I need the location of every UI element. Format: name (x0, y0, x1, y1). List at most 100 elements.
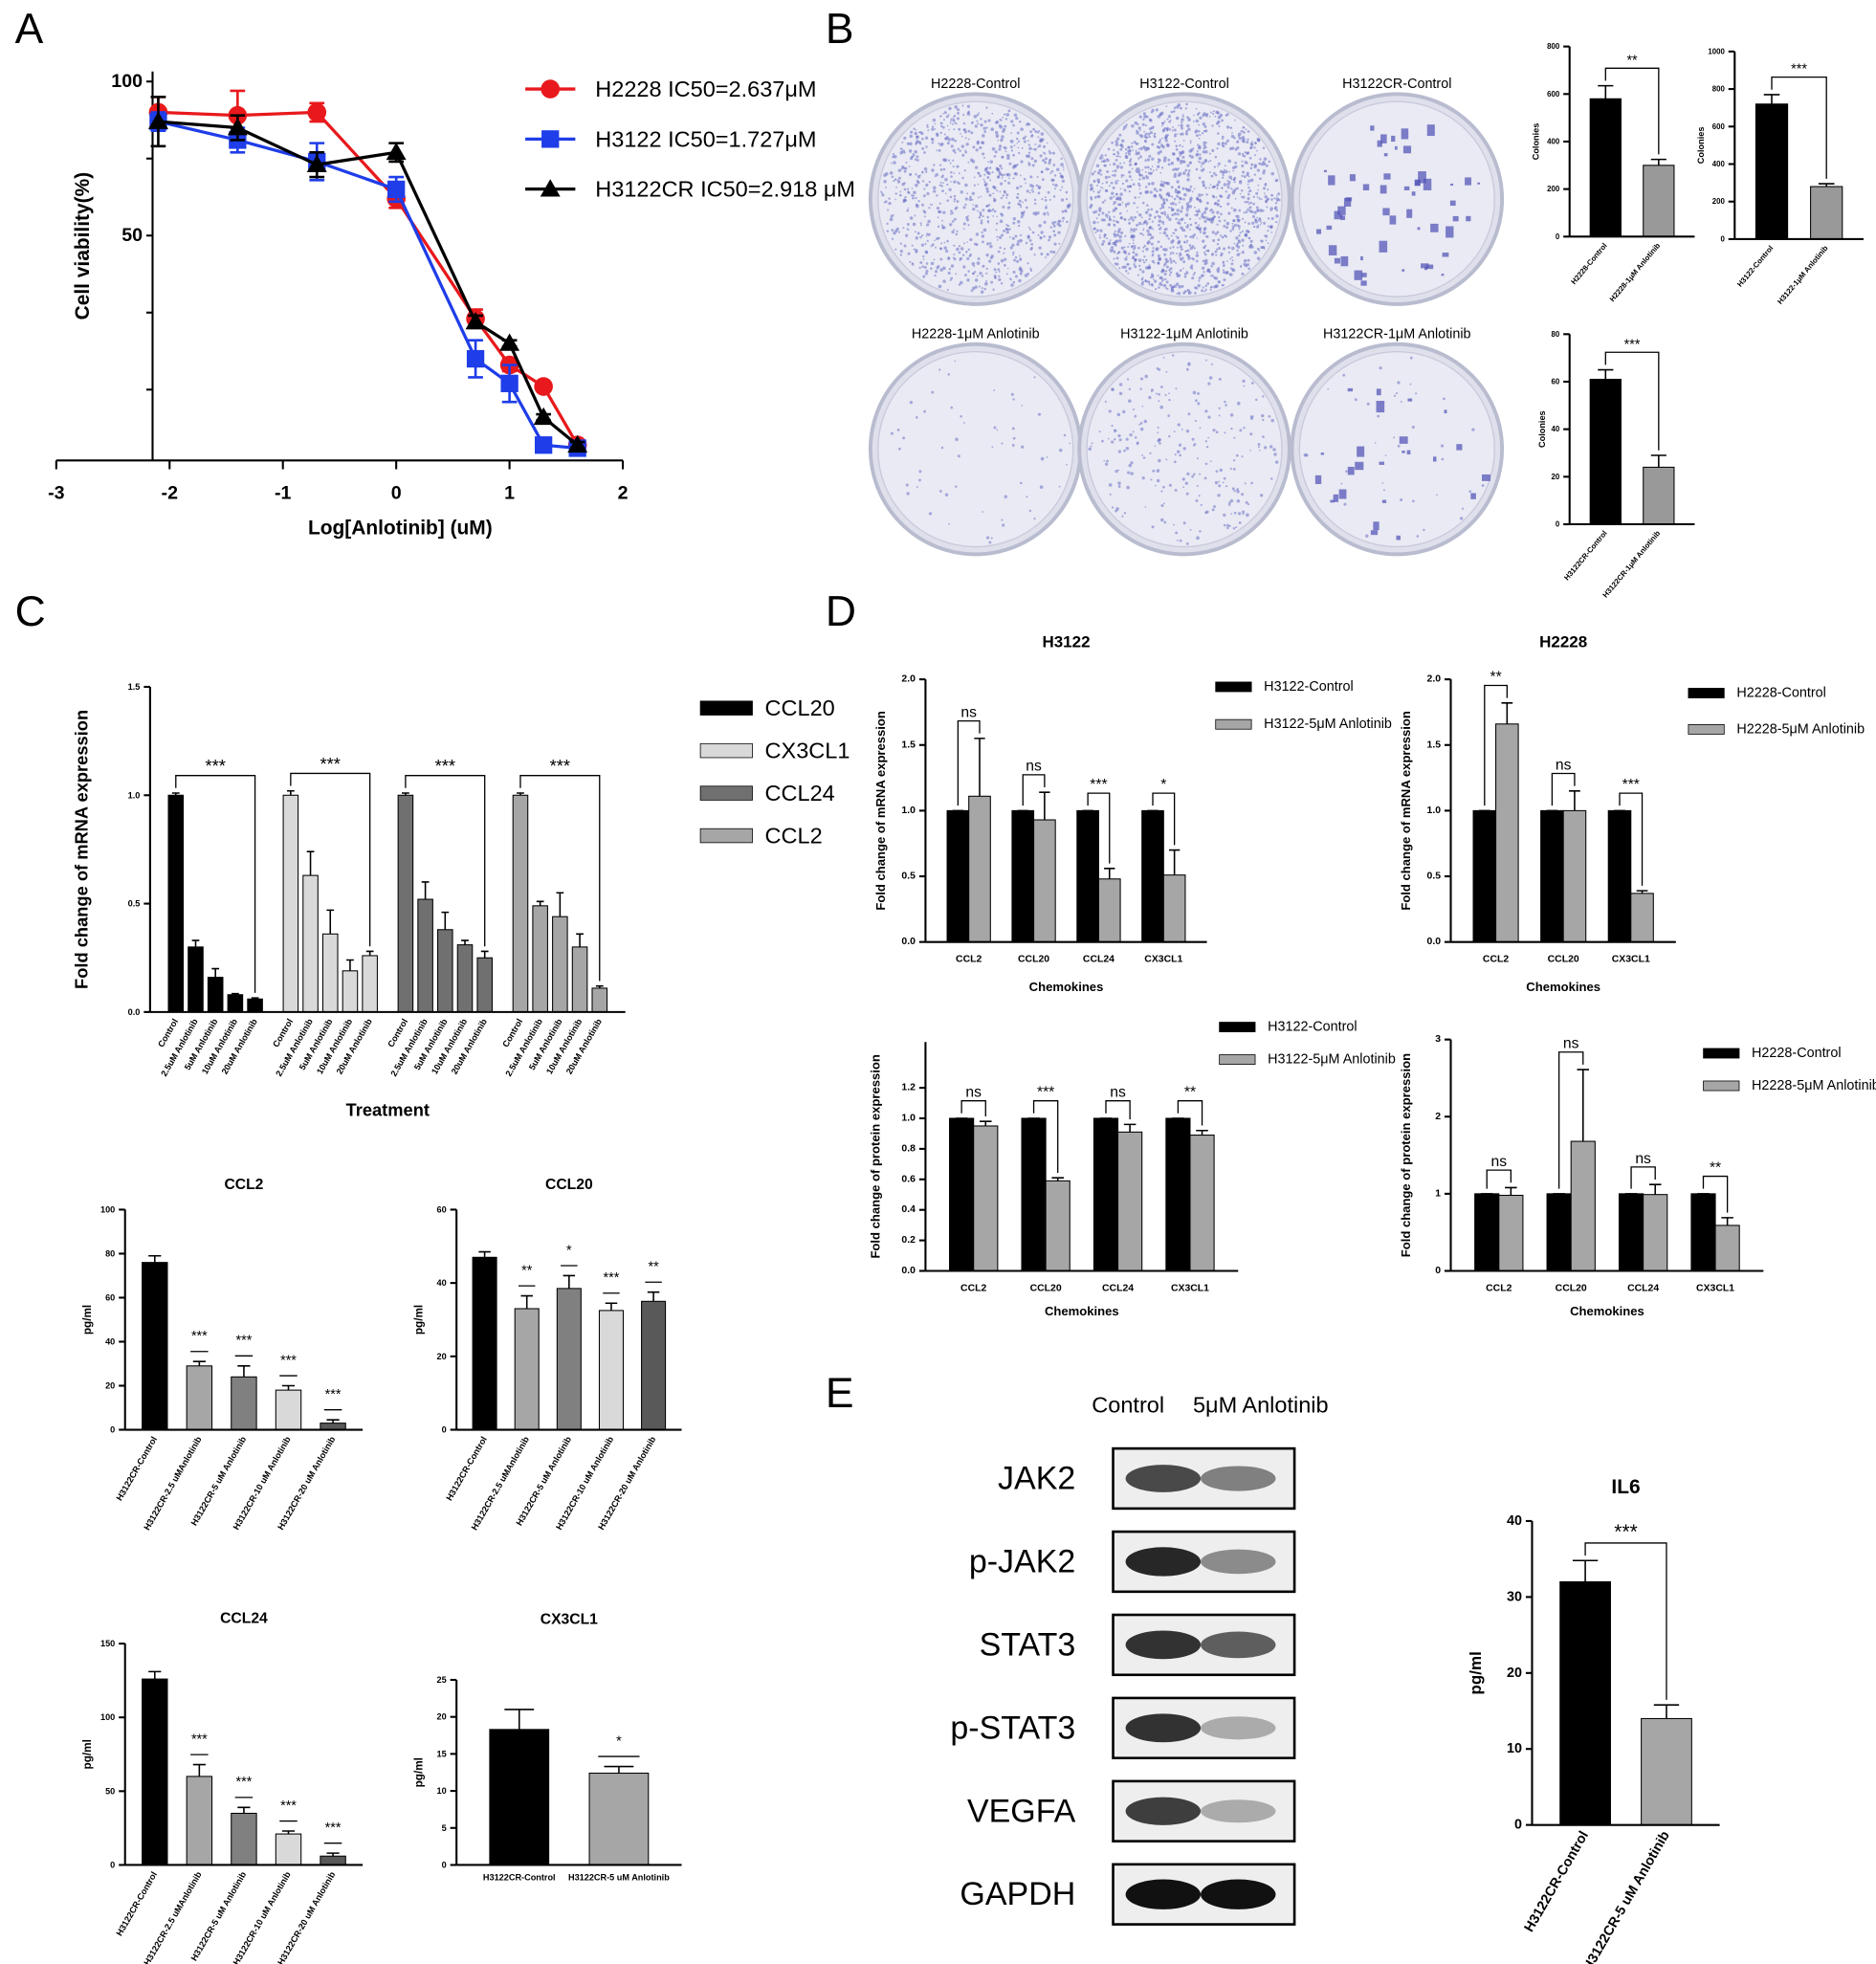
colony-dot (1148, 264, 1151, 266)
colony-dot (938, 148, 941, 152)
colony-dot (1128, 189, 1131, 193)
colony-dot (1104, 154, 1107, 157)
colony-dot (1155, 484, 1157, 487)
colony-dot (1119, 188, 1122, 190)
colony-dot (1149, 237, 1152, 240)
colony-dot (1250, 163, 1254, 166)
colony-dot (1260, 198, 1263, 201)
colony-dot (1223, 262, 1225, 265)
error-bar (520, 1294, 533, 1309)
colony-dot (1150, 273, 1154, 276)
chart-title: CX3CL1 (541, 1612, 598, 1628)
colony-dot (1141, 270, 1145, 274)
colony-dot (1257, 218, 1262, 222)
significance-label: ** (1626, 53, 1638, 68)
colony-dot (1222, 173, 1225, 177)
colony-dot (982, 240, 984, 244)
colony-dot (1231, 225, 1235, 229)
error-bar (647, 1291, 660, 1302)
error-bar (1501, 702, 1513, 724)
colony-dot (951, 220, 955, 223)
colony-dot (1196, 237, 1199, 239)
colony-dot (927, 129, 930, 132)
legend-marker (540, 179, 561, 197)
colony-dot (1195, 167, 1199, 171)
colony-dot (1136, 143, 1138, 145)
colony-dot (1179, 245, 1183, 249)
colony-dot (933, 164, 936, 166)
colony-dot (1056, 167, 1060, 171)
colony-dot (1224, 219, 1226, 222)
colony-dot (1167, 158, 1171, 162)
colony-blob (1401, 128, 1409, 140)
colony-dot (890, 214, 894, 218)
colony-dot (982, 228, 987, 232)
colony-dot (1098, 430, 1101, 433)
colony-dot (940, 446, 944, 450)
colony-dot (1247, 175, 1250, 178)
colony-dot (992, 192, 995, 195)
colony-dot (1159, 441, 1161, 445)
colony-dot (968, 254, 972, 257)
colony-dot (1052, 224, 1056, 228)
colony-dot (1185, 367, 1189, 371)
colony-dot (1194, 213, 1196, 216)
colony-dot (936, 206, 940, 210)
colony-dot (1191, 190, 1194, 193)
colony-dot (941, 125, 945, 129)
colony-dot (1152, 228, 1155, 231)
colony-dot (1116, 253, 1118, 255)
y-axis-title: Fold change of mRNA expression (873, 711, 888, 911)
colony-dot (933, 258, 936, 261)
colony-blob (1395, 145, 1398, 150)
colony-dot (957, 147, 960, 151)
colony-dot (951, 211, 954, 214)
colony-dot (1113, 148, 1115, 151)
colony-dot (1256, 196, 1259, 198)
colony-dot (989, 160, 993, 164)
colony-dot (1248, 189, 1252, 192)
colony-blob (1407, 398, 1413, 402)
colony-dot (1061, 175, 1065, 179)
colony-dot (1026, 121, 1030, 126)
colony-dot (1224, 165, 1226, 167)
colony-dot (1274, 206, 1278, 210)
colony-dot (956, 230, 959, 232)
colony-dot (1094, 232, 1097, 234)
colony-dot (1236, 253, 1240, 257)
error-bar (346, 959, 354, 971)
colony-dot (1031, 134, 1034, 137)
colony-dot (1241, 174, 1244, 178)
colony-dot (1377, 414, 1380, 418)
colony-dot (986, 176, 990, 179)
colony-dot (1113, 201, 1116, 205)
colony-dot (1185, 541, 1189, 545)
colony-dot (1205, 235, 1209, 238)
marker (147, 111, 168, 129)
colony-dot (1033, 198, 1037, 202)
colony-dot (1225, 125, 1230, 129)
colony-dot (1185, 250, 1188, 253)
colony-dot (1118, 133, 1122, 137)
colony-dot (903, 244, 907, 248)
colony-dot (999, 118, 1001, 121)
colony-dot (1137, 171, 1139, 174)
colony-dot (980, 118, 982, 121)
colony-dot (987, 119, 991, 122)
colony-dot (1212, 112, 1215, 115)
colony-dot (1142, 234, 1145, 236)
y-tick-label: 40 (1552, 425, 1560, 433)
colony-dot (996, 136, 999, 139)
y-tick-label: 50 (105, 1786, 115, 1796)
significance-label: *** (236, 1775, 253, 1790)
colony-blob (1328, 245, 1337, 256)
colony-dot (1267, 225, 1269, 228)
blot-band (1125, 1547, 1202, 1577)
colony-dot (1270, 418, 1274, 423)
colony-dot (1141, 476, 1145, 480)
bar (207, 977, 224, 1013)
significance-label: *** (1622, 777, 1640, 793)
colony-dot (999, 219, 1004, 224)
colony-dot (1149, 130, 1154, 135)
colony-dot (988, 541, 992, 544)
